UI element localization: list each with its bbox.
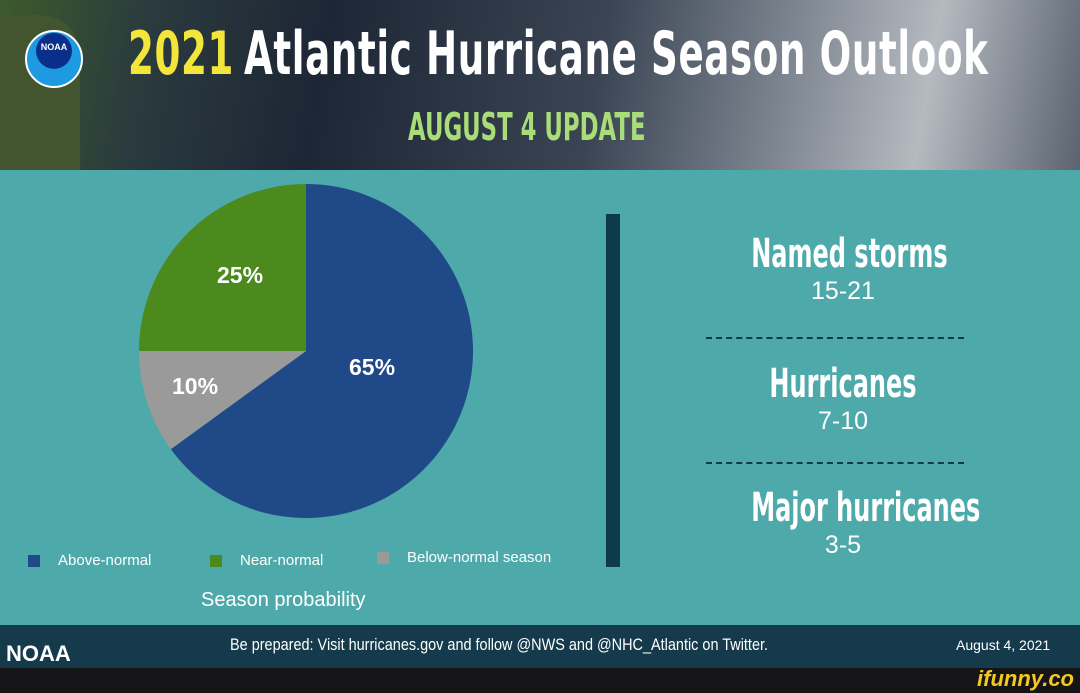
stat-named-storms: Named storms 15-21 (690, 232, 996, 306)
footer: NOAA Be prepared: Visit hurricanes.gov a… (0, 625, 1080, 668)
dashed-divider (706, 337, 964, 339)
noaa-logo: NOAA (25, 30, 83, 88)
legend-item-below-normal: Below-normal season (377, 549, 551, 566)
watermark: ifunny.co (977, 666, 1074, 691)
stat-value: 15-21 (811, 277, 875, 305)
page-subtitle: AUGUST 4 UPDATE (408, 105, 646, 149)
pie-chart (139, 184, 473, 519)
footer-message: Be prepared: Visit hurricanes.gov and fo… (230, 635, 769, 654)
legend-swatch (377, 551, 389, 564)
slice-near-normal (139, 184, 306, 351)
logo-text: NOAA (40, 42, 68, 52)
header-banner: NOAA 2021 Atlantic Hurricane Season Outlo… (0, 0, 1080, 170)
chart-title: Season probability (201, 589, 366, 611)
stat-major-hurricanes: Major hurricanes 3-5 (690, 486, 996, 560)
slice-below-normal (139, 351, 306, 450)
legend-label: Below-normal season (407, 549, 552, 566)
label-near-normal: 25% (217, 262, 264, 288)
divider-bar (606, 214, 620, 567)
stat-label: Named storms (751, 231, 948, 277)
legend-label: Near-normal (240, 552, 324, 569)
legend-item-near-normal: Near-normal (210, 552, 323, 569)
footer-date: August 4, 2021 (956, 637, 1051, 653)
label-above-normal: 65% (349, 354, 396, 380)
title-year: 2021 (128, 19, 235, 89)
slice-above-normal (170, 184, 473, 519)
legend-swatch (210, 554, 222, 567)
page-title: 2021 Atlantic Hurricane Season Outlook (128, 18, 988, 90)
legend-item-above-normal: Above-normal (28, 552, 151, 569)
footer-org: NOAA (6, 641, 71, 666)
title-text: Atlantic Hurricane Season Outlook (243, 19, 989, 89)
legend-swatch (28, 554, 40, 567)
stat-hurricanes: Hurricanes 7-10 (690, 362, 996, 436)
stat-value: 7-10 (817, 407, 869, 435)
stat-label: Hurricanes (769, 361, 917, 407)
label-below-normal: 10% (172, 373, 219, 399)
stat-value: 3-5 (824, 531, 862, 559)
dashed-divider (706, 462, 964, 464)
bottom-strip (0, 668, 1080, 693)
stat-label: Major hurricanes (751, 485, 981, 531)
legend-label: Above-normal (58, 552, 152, 569)
